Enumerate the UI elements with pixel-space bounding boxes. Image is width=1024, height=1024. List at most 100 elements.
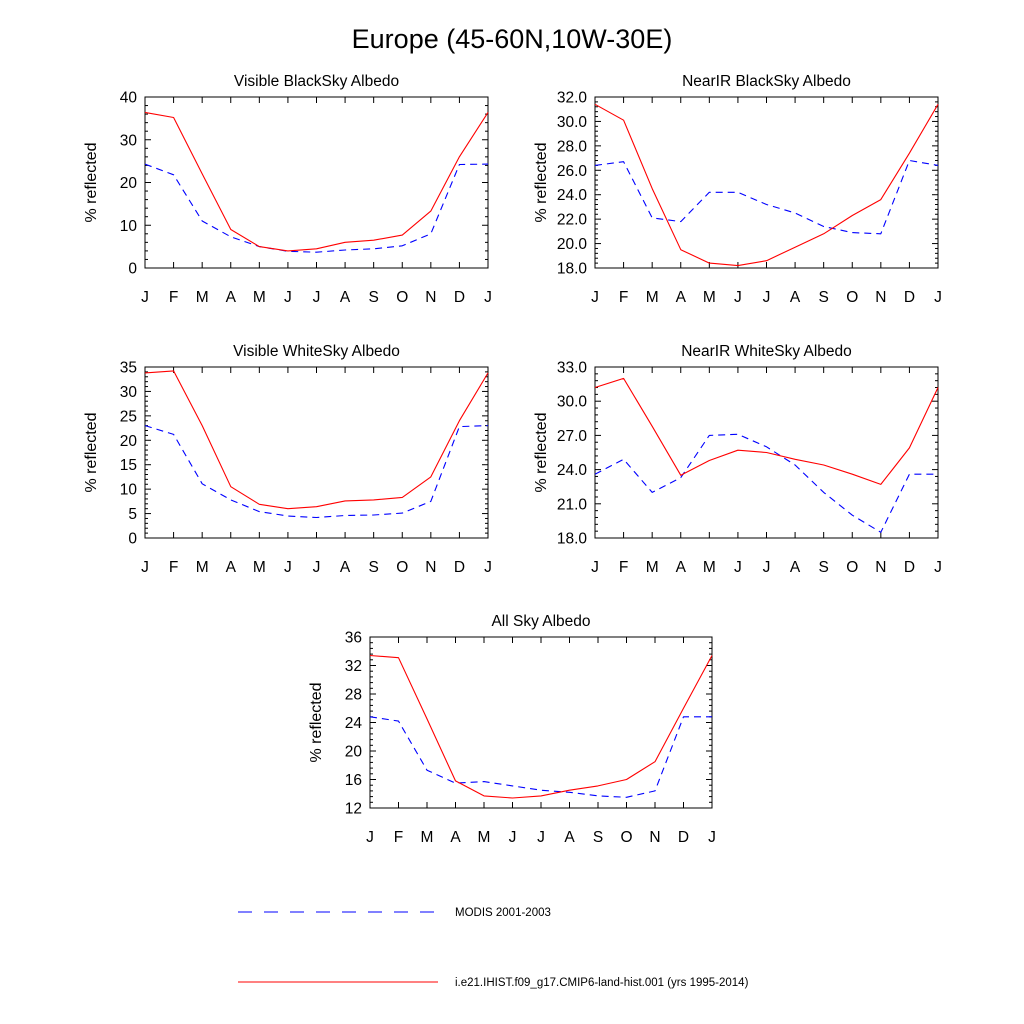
x-tick-label: J: [934, 559, 942, 576]
x-tick-label: D: [454, 559, 465, 576]
series-line-modis: [594, 159, 939, 235]
x-tick-label: A: [564, 829, 575, 846]
chart-panel-4: All Sky Albedo % reflected 12 16 20 24 28 32 36 J…: [308, 613, 716, 846]
x-tick-label: M: [703, 289, 716, 306]
x-tick-label: A: [340, 559, 351, 576]
y-tick-label: 20: [345, 744, 363, 761]
x-tick-label: N: [875, 559, 886, 576]
y-tick-label: 32.0: [557, 90, 588, 107]
y-tick-label: 35: [120, 360, 137, 377]
y-tick-label: 5: [128, 506, 137, 523]
x-tick-label: D: [904, 559, 915, 576]
x-tick-label: J: [366, 829, 374, 846]
y-tick-label: 10: [120, 482, 138, 499]
legend-label-model: i.e21.IHIST.f09_g17.CMIP6-land-hist.001 …: [455, 977, 749, 989]
x-tick-label: M: [646, 289, 659, 306]
x-tick-label: F: [619, 289, 628, 306]
figure-title: Europe (45-60N,10W-30E): [352, 24, 673, 54]
y-tick-label: 12: [345, 801, 362, 818]
legend: MODIS 2001-2003 i.e21.IHIST.f09_g17.CMIP…: [238, 907, 749, 989]
y-tick-label: 33.0: [557, 360, 588, 377]
x-tick-label: N: [425, 289, 436, 306]
chart-panel-2: Visible WhiteSky Albedo % reflected 0 5 10 15…: [83, 343, 492, 576]
x-tick-label: A: [226, 289, 237, 306]
x-tick-label: F: [169, 289, 178, 306]
x-tick-label: J: [934, 289, 942, 306]
x-tick-label: O: [620, 829, 632, 846]
y-tick-label: 36: [345, 630, 362, 647]
x-tick-label: J: [509, 829, 517, 846]
x-tick-label: J: [141, 289, 149, 306]
x-tick-label: N: [425, 559, 436, 576]
chart-title: NearIR BlackSky Albedo: [682, 73, 851, 90]
x-tick-label: D: [904, 289, 915, 306]
x-tick-label: J: [313, 559, 321, 576]
x-tick-label: A: [676, 559, 687, 576]
chart-panel-1: NearIR BlackSky Albedo % reflected 18.0 20.…: [533, 73, 942, 306]
x-tick-label: J: [734, 289, 742, 306]
x-tick-label: D: [678, 829, 689, 846]
x-tick-label: D: [454, 289, 465, 306]
x-tick-label: M: [703, 559, 716, 576]
series-line-modis: [594, 433, 938, 533]
series-line-model: [144, 111, 489, 252]
x-tick-label: F: [619, 559, 628, 576]
y-tick-label: 32: [345, 658, 362, 675]
y-tick-label: 24.0: [557, 462, 588, 479]
chart-panel-3: NearIR WhiteSky Albedo % reflected 18.0 21.…: [533, 343, 942, 576]
y-tick-label: 22.0: [557, 212, 588, 229]
y-tick-label: 21.0: [557, 496, 588, 513]
series-line-model: [369, 654, 713, 799]
x-tick-label: J: [313, 289, 321, 306]
y-tick-label: 20: [120, 433, 138, 450]
chart-title: Visible BlackSky Albedo: [234, 73, 399, 90]
series-line-modis: [144, 425, 489, 519]
chart-panels: Visible BlackSky Albedo % reflected 0 10 20 3…: [83, 73, 942, 846]
y-tick-label: 16: [345, 772, 362, 789]
y-tick-label: 28: [345, 687, 362, 704]
x-tick-label: J: [708, 829, 716, 846]
x-tick-label: M: [646, 559, 659, 576]
y-tick-label: 18.0: [557, 531, 588, 548]
x-tick-label: O: [396, 289, 408, 306]
x-tick-label: A: [450, 829, 461, 846]
y-tick-label: 26.0: [557, 163, 588, 180]
plot-frame: [144, 96, 489, 269]
x-tick-label: S: [818, 289, 828, 306]
y-tick-label: 20.0: [557, 236, 588, 253]
x-tick-label: A: [790, 289, 801, 306]
y-axis-label: % reflected: [83, 142, 100, 222]
y-tick-label: 0: [128, 261, 137, 278]
x-tick-label: M: [196, 559, 209, 576]
x-tick-label: S: [593, 829, 603, 846]
y-tick-label: 28.0: [557, 138, 588, 155]
legend-label-modis: MODIS 2001-2003: [455, 907, 551, 919]
x-tick-label: O: [396, 559, 408, 576]
x-tick-label: J: [734, 559, 742, 576]
x-tick-label: J: [484, 289, 492, 306]
chart-panel-0: Visible BlackSky Albedo % reflected 0 10 20 3…: [83, 73, 492, 306]
chart-title: NearIR WhiteSky Albedo: [681, 343, 852, 360]
y-tick-label: 30: [120, 384, 138, 401]
x-tick-label: N: [649, 829, 660, 846]
plot-frame: [369, 636, 713, 809]
x-tick-label: J: [284, 289, 292, 306]
series-line-modis: [144, 163, 489, 253]
y-tick-label: 27.0: [557, 428, 588, 445]
y-tick-label: 0: [128, 531, 137, 548]
x-tick-label: M: [196, 289, 209, 306]
x-tick-label: J: [284, 559, 292, 576]
x-tick-label: S: [818, 559, 828, 576]
y-tick-label: 25: [120, 408, 137, 425]
y-tick-label: 30: [120, 132, 138, 149]
x-tick-label: J: [591, 289, 599, 306]
series-line-modis: [369, 716, 712, 798]
x-tick-label: A: [226, 559, 237, 576]
y-axis-label: % reflected: [533, 142, 550, 222]
y-tick-label: 24.0: [557, 187, 588, 204]
chart-title: Visible WhiteSky Albedo: [233, 343, 400, 360]
y-tick-label: 24: [345, 715, 363, 732]
x-tick-label: S: [368, 559, 378, 576]
x-tick-label: F: [169, 559, 178, 576]
